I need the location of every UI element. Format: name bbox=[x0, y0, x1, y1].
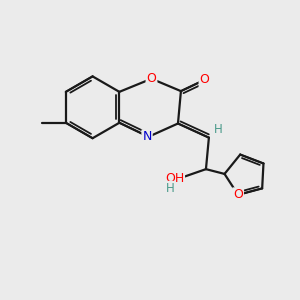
Text: N: N bbox=[142, 130, 152, 143]
Text: H: H bbox=[214, 123, 223, 136]
Text: O: O bbox=[146, 72, 156, 85]
Text: O: O bbox=[233, 188, 243, 201]
Text: H: H bbox=[166, 182, 175, 195]
Text: OH: OH bbox=[165, 172, 184, 185]
Text: O: O bbox=[200, 74, 209, 86]
